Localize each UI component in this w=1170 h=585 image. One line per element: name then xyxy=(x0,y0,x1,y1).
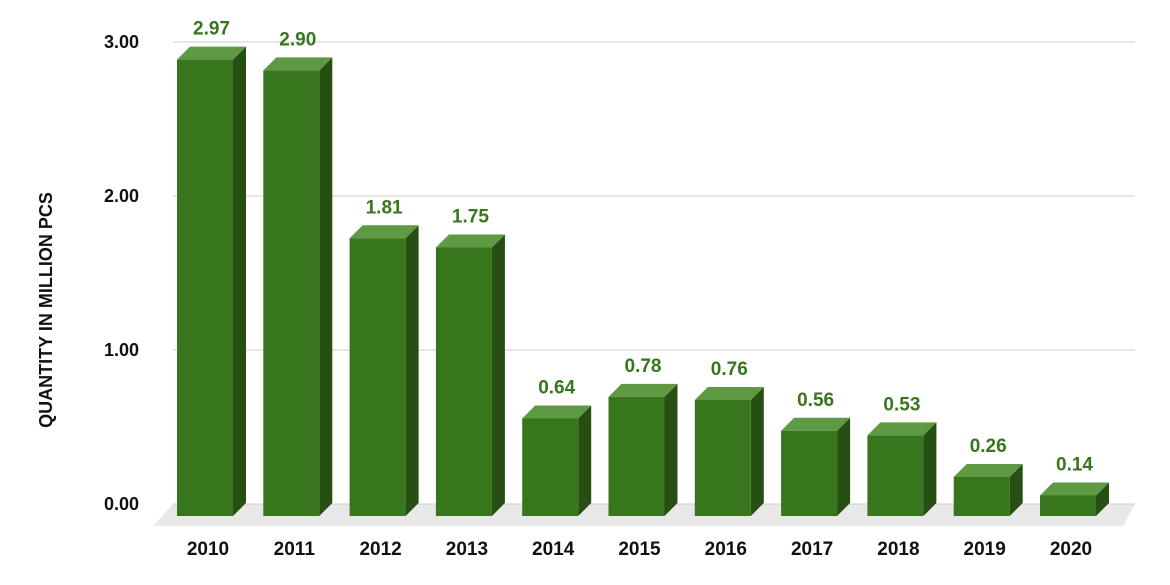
y-axis-title: QUANTITY IN MILLION PCS xyxy=(36,192,56,428)
bar-2019 xyxy=(953,463,1023,516)
bar-2018 xyxy=(867,422,937,516)
bar-front xyxy=(177,59,233,517)
x-tick-label-2015: 2015 xyxy=(618,539,661,560)
x-tick-label-2019: 2019 xyxy=(964,539,1006,560)
data-label-2019: 0.26 xyxy=(970,436,1007,457)
bar-top xyxy=(694,386,764,400)
y-tick-label: 1.00 xyxy=(104,340,139,360)
y-tick-label: 2.00 xyxy=(104,186,139,206)
bar-front xyxy=(953,476,1010,516)
data-labels: 2.97 2.90 1.81 1.75 0.64 0.78 0.76 0.56 0.53 0.26… xyxy=(193,19,1093,476)
bar-top xyxy=(349,225,419,239)
data-label-2020: 0.14 xyxy=(1056,454,1093,475)
bar-front xyxy=(435,247,492,516)
x-tick-label-2014: 2014 xyxy=(532,539,575,560)
bar-2015 xyxy=(608,383,678,516)
data-label-2016: 0.76 xyxy=(711,359,748,380)
bar-side xyxy=(405,225,419,516)
x-tick-label-2018: 2018 xyxy=(877,539,919,560)
bar-side xyxy=(664,383,678,516)
bar-side xyxy=(837,417,851,516)
bar-side xyxy=(578,405,592,516)
bars xyxy=(177,46,1109,517)
data-label-2011: 2.90 xyxy=(279,29,316,50)
y-tick-label: 3.00 xyxy=(104,32,139,52)
bar-2011 xyxy=(263,57,333,517)
bar-side xyxy=(750,386,764,516)
data-label-2015: 0.78 xyxy=(625,356,662,377)
bar-top xyxy=(435,234,505,248)
bar-front xyxy=(349,238,406,516)
x-tick-label-2011: 2011 xyxy=(274,539,316,560)
bar-2014 xyxy=(522,405,592,516)
bar-side xyxy=(1009,463,1023,516)
bar-side xyxy=(319,57,333,517)
bar-front xyxy=(781,430,838,516)
bar-front xyxy=(694,399,751,516)
bar-top xyxy=(263,57,333,71)
data-label-2017: 0.56 xyxy=(797,390,834,411)
data-label-2013: 1.75 xyxy=(452,207,489,228)
data-label-2012: 1.81 xyxy=(366,197,403,218)
bar-top xyxy=(953,463,1023,477)
x-axis-categories: 2010 2011 2012 2013 2014 2015 2016 2017 2018 2019… xyxy=(187,539,1092,560)
x-tick-label-2020: 2020 xyxy=(1050,539,1092,560)
x-tick-label-2012: 2012 xyxy=(359,539,401,560)
y-axis-ticks: 0.00 1.00 2.00 3.00 xyxy=(104,32,139,514)
bar-2017 xyxy=(781,417,851,516)
bar-side xyxy=(1096,482,1109,516)
bar-side xyxy=(923,422,937,516)
bar-front xyxy=(867,435,924,516)
bar-front xyxy=(1040,495,1096,516)
x-tick-label-2010: 2010 xyxy=(187,539,229,560)
bar-2020 xyxy=(1040,482,1109,516)
bar-front xyxy=(522,418,579,516)
x-tick-label-2017: 2017 xyxy=(791,539,833,560)
bar-2010 xyxy=(177,46,246,517)
bar-2013 xyxy=(435,234,505,516)
bar-top xyxy=(781,417,851,431)
data-label-2014: 0.64 xyxy=(538,377,575,398)
x-tick-label-2013: 2013 xyxy=(446,539,488,560)
bar-side xyxy=(233,46,246,517)
bar-front xyxy=(608,396,665,516)
bar-front xyxy=(263,70,320,517)
bar-side xyxy=(491,234,505,516)
bar-top xyxy=(608,383,678,397)
bar-top xyxy=(177,46,246,60)
y-tick-label: 0.00 xyxy=(104,494,139,514)
x-tick-label-2016: 2016 xyxy=(705,539,747,560)
data-label-2010: 2.97 xyxy=(193,19,230,40)
data-label-2018: 0.53 xyxy=(883,394,920,415)
bar-top xyxy=(522,405,592,419)
bar-top xyxy=(867,422,937,436)
bar-2012 xyxy=(349,225,419,516)
bar-2016 xyxy=(694,386,764,516)
bar-top xyxy=(1040,482,1109,496)
